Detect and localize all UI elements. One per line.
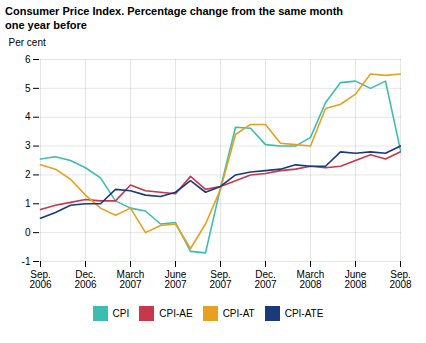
svg-text:4: 4 xyxy=(25,111,31,122)
svg-text:Sep.2006: Sep.2006 xyxy=(29,268,52,289)
svg-text:June2007: June2007 xyxy=(164,268,187,289)
svg-text:March2008: March2008 xyxy=(297,268,325,289)
svg-text:-1: -1 xyxy=(22,255,31,266)
svg-text:Per cent: Per cent xyxy=(9,36,46,47)
svg-text:6: 6 xyxy=(25,53,31,64)
html-text:Consumer Price Index. Percenta: Consumer Price Index. Percentage change … xyxy=(5,5,343,32)
svg-text:Dec.2007: Dec.2007 xyxy=(254,268,277,289)
svg-text:June2008: June2008 xyxy=(344,268,367,289)
svg-text:Sep.2007: Sep.2007 xyxy=(209,268,232,289)
svg-text:1: 1 xyxy=(25,198,31,209)
html-text:CPI-AE: CPI-AE xyxy=(159,307,193,319)
svg-text:5: 5 xyxy=(25,82,31,93)
html-text:CPI-AT: CPI-AT xyxy=(222,307,255,319)
html-text:CPI: CPI xyxy=(112,307,130,319)
svg-text:March2007: March2007 xyxy=(117,268,145,289)
svg-text:2: 2 xyxy=(25,169,31,180)
svg-text:0: 0 xyxy=(25,226,31,237)
svg-text:3: 3 xyxy=(25,140,31,151)
svg-text:Sep.2008: Sep.2008 xyxy=(389,268,412,289)
html-text:CPI-ATE: CPI-ATE xyxy=(284,307,324,319)
svg-text:Dec.2006: Dec.2006 xyxy=(74,268,97,289)
